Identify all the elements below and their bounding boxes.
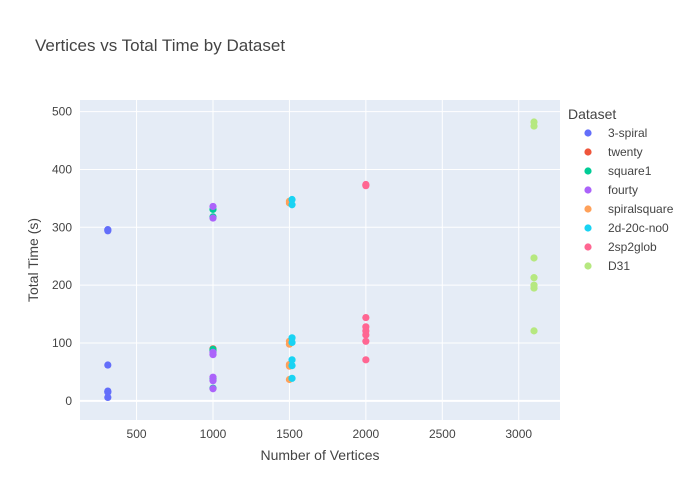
y-tick-label: 500 — [52, 105, 72, 119]
y-tick-label: 200 — [52, 278, 72, 292]
legend-item[interactable]: 2d-20c-no0 — [584, 221, 669, 235]
data-point — [104, 393, 112, 402]
data-point — [209, 385, 217, 393]
legend-marker — [584, 262, 592, 270]
data-point — [209, 202, 217, 211]
series-D31 — [530, 118, 538, 335]
data-point — [288, 195, 296, 204]
legend-item[interactable]: 3-spiral — [584, 126, 647, 140]
y-axis-title: Total Time (s) — [25, 218, 41, 302]
data-point — [104, 361, 112, 369]
legend-items: 3-spiral twenty square1 fourty spiralsquare 2… — [584, 126, 674, 273]
data-point — [530, 122, 538, 130]
series-2d-20c-no0 — [288, 195, 296, 382]
x-tick-label: 1000 — [200, 427, 227, 441]
y-gridlines — [80, 111, 560, 402]
data-point — [530, 284, 538, 292]
data-point — [530, 274, 538, 282]
legend-label: spiralsquare — [608, 202, 674, 216]
data-point — [362, 356, 370, 364]
legend-marker — [584, 167, 592, 175]
data-point — [530, 254, 538, 262]
data-point — [209, 214, 217, 222]
series-3-spiral — [104, 226, 112, 402]
legend-item[interactable]: fourty — [584, 183, 638, 197]
y-tick-labels: 0 100 200 300 400 500 — [52, 105, 72, 408]
legend-item[interactable]: D31 — [584, 259, 630, 273]
data-points — [104, 118, 538, 402]
data-point — [209, 351, 217, 359]
legend-marker — [584, 205, 592, 213]
data-point — [104, 227, 112, 235]
legend-label: fourty — [608, 183, 638, 197]
chart-title: Vertices vs Total Time by Dataset — [35, 36, 285, 55]
legend: Dataset 3-spiral twenty square1 fourty spira… — [568, 106, 674, 273]
data-point — [209, 377, 217, 385]
legend-title: Dataset — [568, 106, 616, 122]
legend-item[interactable]: 2sp2glob — [584, 240, 657, 254]
data-point — [288, 356, 296, 364]
x-axis-title: Number of Vertices — [260, 447, 379, 463]
legend-label: 2d-20c-no0 — [608, 221, 669, 235]
legend-label: twenty — [608, 145, 643, 159]
legend-item[interactable]: twenty — [584, 145, 643, 159]
x-tick-labels: 500 1000 1500 2000 2500 3000 — [127, 427, 533, 441]
legend-marker — [584, 224, 592, 232]
data-point — [288, 362, 296, 370]
legend-item[interactable]: spiralsquare — [584, 202, 674, 216]
y-tick-label: 100 — [52, 336, 72, 350]
legend-marker — [584, 129, 592, 137]
x-tick-label: 500 — [127, 427, 147, 441]
y-tick-label: 300 — [52, 220, 72, 234]
x-tick-label: 1500 — [276, 427, 303, 441]
data-point — [288, 201, 296, 209]
legend-marker — [584, 186, 592, 194]
x-tick-label: 3000 — [505, 427, 532, 441]
y-tick-label: 400 — [52, 162, 72, 176]
x-tick-label: 2500 — [429, 427, 456, 441]
data-point — [362, 337, 370, 345]
data-point — [530, 327, 538, 335]
series-2sp2glob — [362, 180, 370, 364]
data-point — [362, 313, 370, 322]
legend-label: 3-spiral — [608, 126, 647, 140]
legend-label: D31 — [608, 259, 630, 273]
legend-marker — [584, 148, 592, 156]
data-point — [362, 182, 370, 190]
data-point — [288, 374, 296, 382]
legend-label: 2sp2glob — [608, 240, 657, 254]
data-point — [104, 388, 112, 396]
legend-item[interactable]: square1 — [584, 164, 652, 178]
x-gridlines — [136, 100, 520, 420]
y-tick-label: 0 — [65, 394, 72, 408]
x-tick-label: 2000 — [353, 427, 380, 441]
series-fourty — [209, 202, 217, 393]
data-point — [362, 331, 370, 339]
data-point — [288, 338, 296, 347]
plot-area — [80, 100, 560, 420]
legend-label: square1 — [608, 164, 652, 178]
legend-marker — [584, 243, 592, 251]
